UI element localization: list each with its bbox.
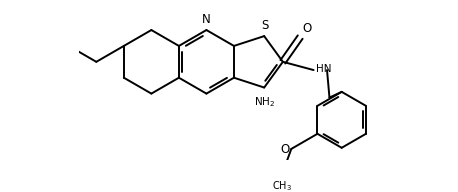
Text: O: O — [280, 143, 289, 156]
Text: S: S — [261, 19, 268, 32]
Text: HN: HN — [316, 65, 332, 74]
Text: O: O — [303, 22, 312, 35]
Text: CH$_3$: CH$_3$ — [272, 179, 292, 192]
Text: N: N — [202, 13, 211, 26]
Text: NH$_2$: NH$_2$ — [254, 95, 275, 109]
